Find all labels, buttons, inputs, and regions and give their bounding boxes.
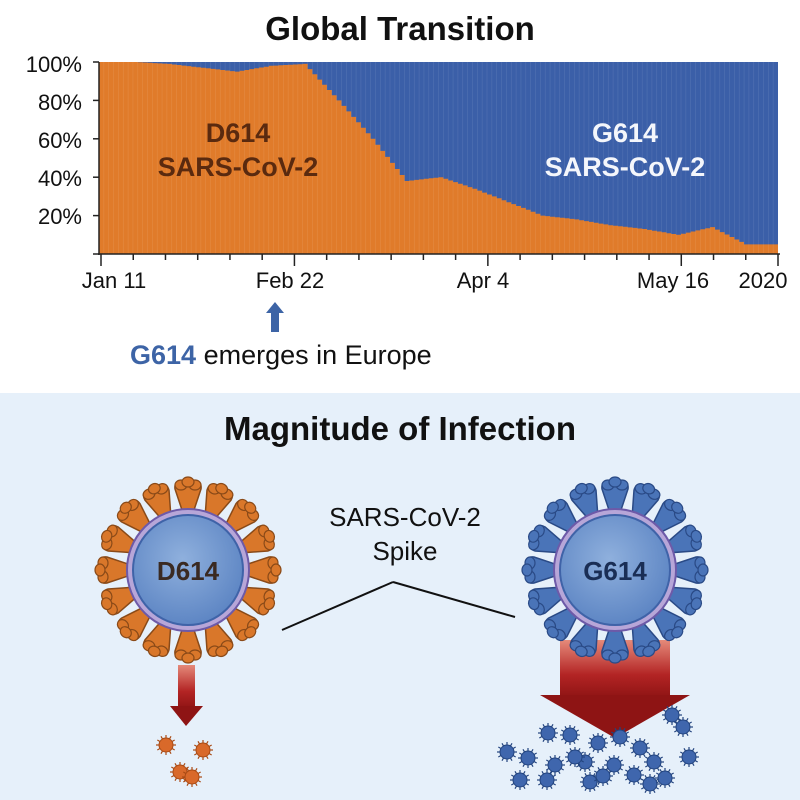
x-tick-jan11: Jan 11 — [81, 268, 147, 293]
y-tick-80: 80% — [37, 90, 82, 115]
spike-pointer-left — [281, 581, 394, 631]
spike-label: SARS-CoV-2 Spike — [290, 500, 520, 568]
g614-label-line1: G614 — [591, 118, 659, 148]
emergence-text: emerges in Europe — [196, 340, 432, 370]
chart-title: Global Transition — [265, 10, 535, 47]
panel-title: Magnitude of Infection — [224, 410, 576, 447]
g614-virus-icon — [521, 476, 709, 664]
x-tick-apr4: Apr 4 — [456, 268, 510, 293]
y-tick-20: 20% — [37, 204, 82, 229]
low-infection-arrow-icon — [170, 665, 203, 726]
y-tick-100: 100% — [25, 52, 82, 77]
g614-highlight: G614 — [130, 340, 197, 370]
x-tick-may16: May 16 — [636, 268, 710, 293]
chart-axes — [93, 61, 780, 266]
y-tick-60: 60% — [37, 128, 82, 153]
g614-virus-label: G614 — [583, 556, 647, 586]
stacked-area-chart — [93, 61, 780, 266]
g614-label-line2: SARS-CoV-2 — [544, 152, 706, 182]
d614-progeny-particles-icon — [156, 735, 213, 787]
d614-label-line1: D614 — [205, 118, 271, 148]
d614-series-label: D614 SARS-CoV-2 — [118, 116, 358, 184]
g614-series-label: G614 SARS-CoV-2 — [505, 116, 745, 184]
spike-label-line1: SARS-CoV-2 — [329, 502, 481, 532]
x-tick-feb22: Feb 22 — [255, 268, 325, 293]
plot-area — [99, 62, 778, 254]
y-tick-40: 40% — [37, 166, 82, 191]
emergence-annotation: G614 emerges in Europe — [130, 340, 432, 371]
up-arrow-icon — [266, 302, 284, 332]
x-tick-2020: 2020 — [738, 268, 788, 293]
d614-label-line2: SARS-CoV-2 — [157, 152, 319, 182]
spike-pointer-right — [392, 581, 516, 618]
g614-progeny-particles-icon — [497, 705, 699, 794]
d614-virus-icon — [94, 476, 282, 664]
d614-virus-label: D614 — [157, 556, 220, 586]
spike-label-line2: Spike — [372, 536, 438, 566]
